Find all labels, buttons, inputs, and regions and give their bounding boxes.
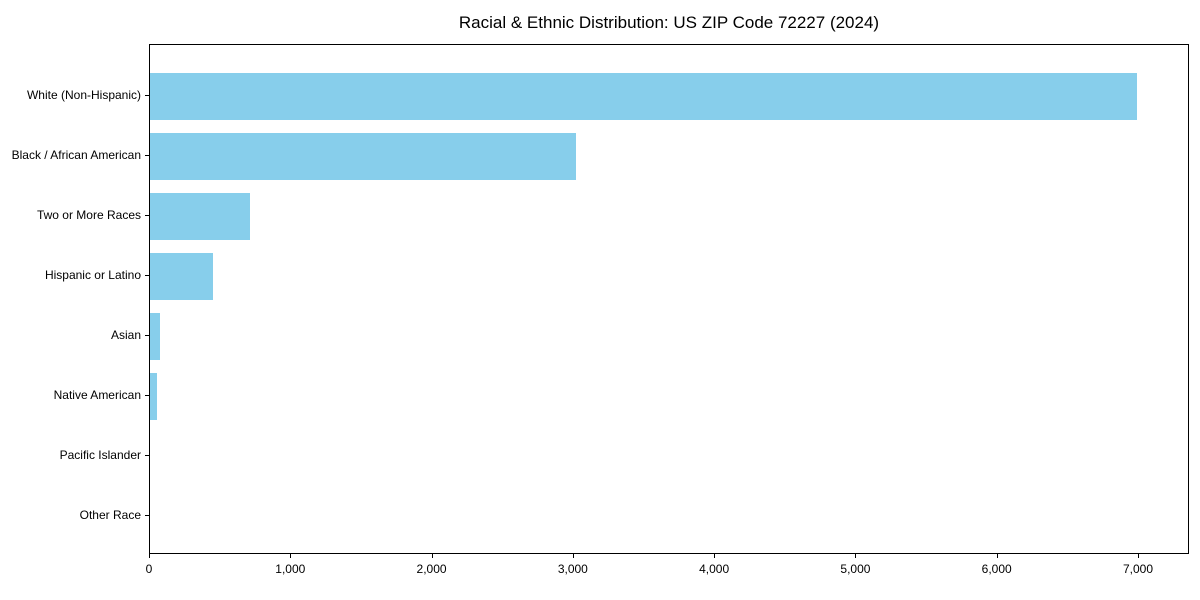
- y-axis-tick: [145, 155, 149, 156]
- y-axis-tick: [145, 95, 149, 96]
- x-axis-tick-label: 7,000: [1122, 562, 1153, 576]
- y-axis-tick: [145, 395, 149, 396]
- x-axis-tick-label: 2,000: [416, 562, 447, 576]
- bar: [150, 72, 1137, 120]
- y-axis-tick: [145, 215, 149, 216]
- y-axis-label: Native American: [53, 388, 141, 402]
- bar: [150, 132, 576, 180]
- bar: [150, 312, 160, 360]
- x-axis-tick-label: 0: [145, 562, 153, 576]
- x-axis-tick: [996, 554, 998, 558]
- y-axis-label: Black / African American: [11, 148, 141, 162]
- x-axis-tick: [572, 554, 574, 558]
- bar: [150, 252, 213, 300]
- x-axis-tick: [855, 554, 857, 558]
- bar: [150, 192, 250, 240]
- x-axis-tick-label: 1,000: [275, 562, 306, 576]
- y-axis-tick: [145, 275, 149, 276]
- y-axis-label: Asian: [110, 328, 141, 342]
- chart-title: Racial & Ethnic Distribution: US ZIP Cod…: [458, 13, 880, 32]
- x-axis-tick-label: 5,000: [840, 562, 871, 576]
- x-axis-tick-label: 4,000: [699, 562, 730, 576]
- y-axis-label: Other Race: [79, 508, 141, 522]
- y-axis-label: Two or More Races: [36, 208, 141, 222]
- y-axis-label: White (Non-Hispanic): [26, 88, 141, 102]
- plot-area: [149, 44, 1189, 554]
- x-axis-tick: [1137, 554, 1139, 558]
- y-axis-tick: [145, 455, 149, 456]
- y-axis-tick: [145, 335, 149, 336]
- x-axis-tick: [290, 554, 292, 558]
- x-axis-tick: [431, 554, 433, 558]
- y-axis-label: Pacific Islander: [59, 448, 141, 462]
- y-axis-tick: [145, 515, 149, 516]
- x-axis-tick: [149, 554, 150, 558]
- x-axis-tick: [714, 554, 716, 558]
- x-axis-tick-label: 3,000: [557, 562, 588, 576]
- x-axis-tick-label: 6,000: [981, 562, 1012, 576]
- bar: [150, 372, 157, 420]
- y-axis-label: Hispanic or Latino: [44, 268, 141, 282]
